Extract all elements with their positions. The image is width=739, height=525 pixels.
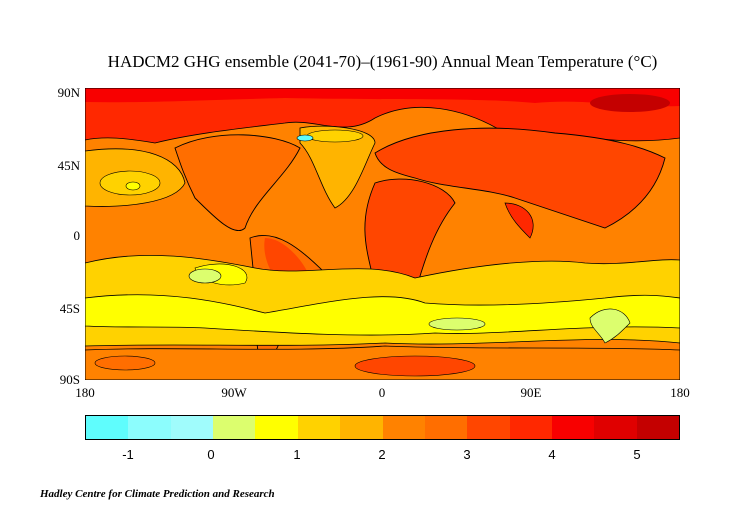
lon-label: 180 [75, 385, 95, 400]
lon-label: 180 [670, 385, 690, 400]
colorbar-label: 3 [463, 447, 471, 462]
polar-peak [590, 94, 670, 112]
colorbar-label: 0 [207, 447, 215, 462]
temperature-map [85, 88, 680, 380]
lat-label: 90S [59, 372, 80, 387]
colorbar-label: 2 [378, 447, 386, 462]
colorbar-label: -1 [122, 447, 134, 462]
colorbar-swatch [128, 416, 171, 439]
colorbar-swatch [551, 416, 595, 439]
colorbar-swatch [382, 416, 425, 439]
colorbar-swatch [297, 416, 341, 439]
colorbar-swatch [636, 416, 680, 439]
lat-label: 45N [57, 158, 80, 173]
india [504, 202, 534, 239]
southern-ocean-band [85, 294, 680, 336]
north-america [174, 134, 301, 232]
colorbar-swatch [424, 416, 468, 439]
cool-spot [188, 268, 222, 284]
colorbar [85, 415, 680, 440]
cool-spot [428, 317, 486, 331]
colorbar-swatch [213, 416, 256, 439]
colorbar-label: 1 [293, 447, 301, 462]
colorbar-label: 5 [633, 447, 641, 462]
lat-label: 45S [59, 301, 80, 316]
colorbar-swatch [340, 416, 383, 439]
colorbar-label: 4 [548, 447, 556, 462]
polar-max-region [85, 88, 680, 107]
cool-spot [589, 308, 631, 344]
colorbar-swatch [467, 416, 510, 439]
lat-label: 90N [57, 85, 80, 100]
chart-title: HADCM2 GHG ensemble (2041-70)–(1961-90) … [107, 52, 658, 71]
eurasia [374, 127, 666, 229]
colorbar-swatch [509, 416, 552, 439]
lon-label: 90E [520, 385, 542, 400]
colorbar-swatch [170, 416, 214, 439]
colorbar-swatch [255, 416, 298, 439]
lon-label: 0 [378, 385, 386, 400]
colorbar-swatch [86, 416, 129, 439]
north-atlantic-region [299, 125, 376, 209]
credit-text: Hadley Centre for Climate Prediction and… [40, 488, 275, 500]
lat-label: 0 [73, 228, 81, 243]
lon-label: 90W [221, 385, 247, 400]
colorbar-swatch [594, 416, 637, 439]
